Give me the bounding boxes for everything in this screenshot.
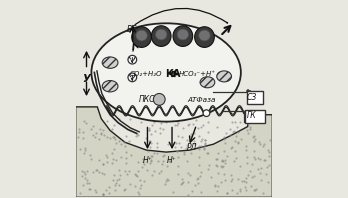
Ellipse shape <box>132 27 151 47</box>
Text: HCO₃⁻+H⁺: HCO₃⁻+H⁺ <box>179 71 216 77</box>
Ellipse shape <box>156 29 167 40</box>
Ellipse shape <box>217 71 231 82</box>
Text: РЛ: РЛ <box>187 143 197 152</box>
Text: АТФаза: АТФаза <box>187 97 216 103</box>
Ellipse shape <box>136 30 147 41</box>
Ellipse shape <box>151 26 171 46</box>
Circle shape <box>128 73 137 82</box>
Ellipse shape <box>200 77 215 88</box>
Ellipse shape <box>173 26 193 46</box>
Ellipse shape <box>102 57 118 68</box>
Ellipse shape <box>177 29 189 40</box>
Text: H⁺: H⁺ <box>143 156 152 166</box>
Text: КА: КА <box>165 69 181 79</box>
Text: СЗ: СЗ <box>246 92 257 102</box>
Ellipse shape <box>195 27 214 47</box>
FancyBboxPatch shape <box>245 110 264 123</box>
Ellipse shape <box>92 23 241 122</box>
Ellipse shape <box>199 30 210 41</box>
Text: У: У <box>82 74 90 84</box>
Text: ГК: ГК <box>246 111 256 120</box>
Ellipse shape <box>102 81 118 92</box>
Text: ВТ: ВТ <box>127 25 137 34</box>
Text: CO₂+H₂O: CO₂+H₂O <box>129 71 162 77</box>
Circle shape <box>128 55 137 64</box>
FancyArrowPatch shape <box>135 8 228 25</box>
Text: ПКС: ПКС <box>139 94 156 104</box>
Circle shape <box>153 93 165 105</box>
Circle shape <box>203 110 210 116</box>
Polygon shape <box>76 107 272 197</box>
FancyBboxPatch shape <box>247 91 263 104</box>
Text: H⁺: H⁺ <box>167 156 177 166</box>
